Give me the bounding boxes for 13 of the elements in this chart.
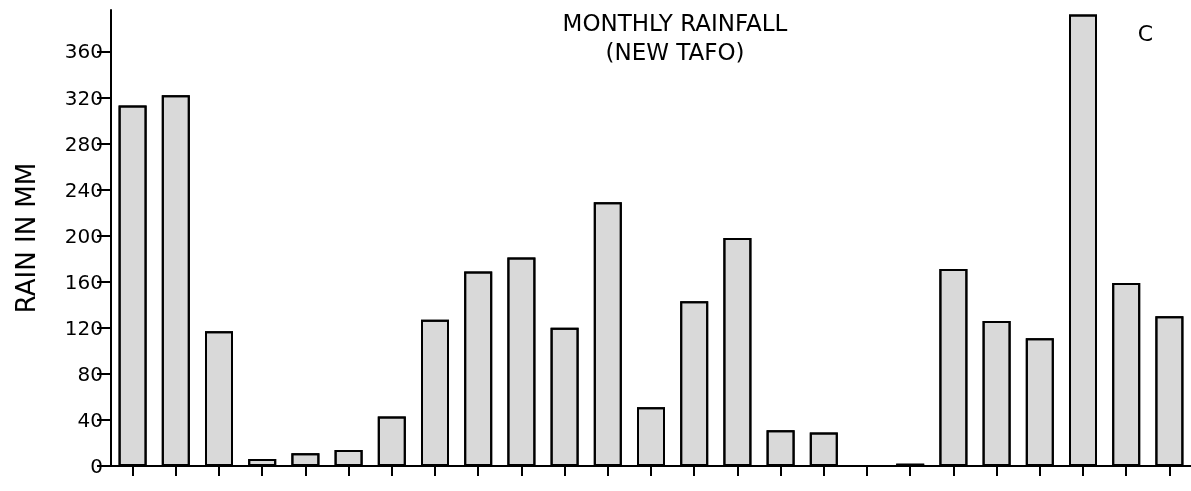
y-tick-label: 120: [64, 315, 103, 340]
y-tick-label: 200: [64, 223, 103, 248]
y-axis-title: RAIN IN MM: [11, 162, 41, 314]
chart-title: MONTHLY RAINFALL: [562, 9, 788, 36]
annotation: C: [1137, 20, 1154, 46]
y-tick-label: 240: [64, 177, 103, 202]
y-tick-label: 40: [77, 407, 103, 432]
y-tick-label: 80: [77, 361, 103, 386]
y-tick-label: 320: [64, 85, 103, 110]
y-tick-label: 360: [64, 39, 103, 64]
y-tick-label: 160: [64, 269, 103, 294]
text: (NEW TAFO): [605, 38, 745, 65]
y-tick-label: 280: [64, 131, 103, 156]
